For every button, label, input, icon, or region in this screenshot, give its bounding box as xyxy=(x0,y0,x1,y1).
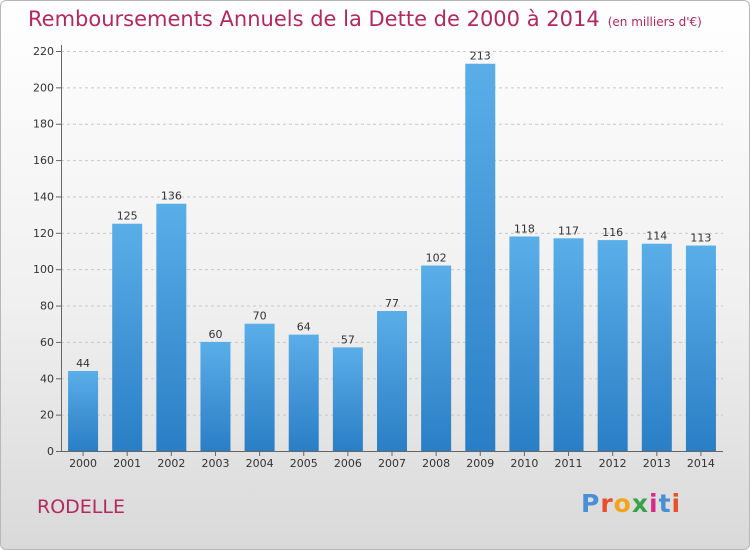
x-tick-label: 2007 xyxy=(378,457,406,470)
data-label: 116 xyxy=(602,226,623,239)
bars xyxy=(68,63,716,452)
bar xyxy=(68,371,99,451)
bar xyxy=(156,203,187,451)
logo-letter: x xyxy=(631,489,649,518)
data-label: 77 xyxy=(385,297,399,310)
y-tick-label: 180 xyxy=(33,118,54,131)
data-label: 118 xyxy=(514,222,535,235)
bar xyxy=(421,265,452,451)
logo-letter: i xyxy=(649,489,659,518)
axes: 0 20 40 60 80 100 120 140 160 180 200 220 2000 2001 20… xyxy=(33,45,723,470)
chart-title: Remboursements Annuels de la Dette de 20… xyxy=(28,7,702,31)
bar xyxy=(465,63,496,452)
chart-subtitle: (en milliers d'€) xyxy=(607,15,702,29)
bar xyxy=(332,347,363,451)
y-tick-label: 220 xyxy=(33,45,54,58)
data-label: 60 xyxy=(208,328,222,341)
x-tick-label: 2009 xyxy=(466,457,494,470)
x-tick-label: 2006 xyxy=(334,457,362,470)
y-tick-label: 40 xyxy=(40,372,54,385)
y-tick-label: 140 xyxy=(33,190,54,203)
x-tick-label: 2005 xyxy=(290,457,318,470)
data-label: 102 xyxy=(426,252,447,265)
proxiti-logo[interactable]: Proxiti xyxy=(581,489,681,518)
x-tick-label: 2001 xyxy=(113,457,141,470)
x-tick-label: 2002 xyxy=(157,457,185,470)
chart-title-text: Remboursements Annuels de la Dette de 20… xyxy=(28,7,600,31)
x-tick-label: 2003 xyxy=(201,457,229,470)
bar xyxy=(597,240,628,451)
y-tick-label: 200 xyxy=(33,81,54,94)
data-label: 125 xyxy=(117,210,138,223)
y-tick-label: 100 xyxy=(33,263,54,276)
logo-letter: o xyxy=(613,489,632,518)
data-label: 114 xyxy=(646,230,667,243)
y-tick-label: 20 xyxy=(40,409,54,422)
data-label: 117 xyxy=(558,224,579,237)
bar xyxy=(376,311,408,451)
bar xyxy=(553,238,584,451)
y-tick-label: 120 xyxy=(33,227,54,240)
data-label: 136 xyxy=(161,190,182,203)
bar xyxy=(112,223,143,451)
y-tick-label: 80 xyxy=(40,300,54,313)
data-label: 113 xyxy=(690,232,711,245)
bar xyxy=(685,245,716,451)
bar xyxy=(244,323,275,451)
y-tick-label: 0 xyxy=(47,445,54,458)
x-tick-label: 2013 xyxy=(643,457,671,470)
data-label: 70 xyxy=(253,310,267,323)
x-tick-label: 2000 xyxy=(69,457,97,470)
x-tick-label: 2008 xyxy=(422,457,450,470)
logo-letter: i xyxy=(671,489,682,518)
bar xyxy=(509,236,540,451)
bar xyxy=(200,341,231,451)
logo-letter: P xyxy=(581,489,601,518)
x-tick-label: 2014 xyxy=(687,457,715,470)
data-label: 213 xyxy=(470,50,491,63)
logo-letter: r xyxy=(600,489,614,518)
data-label: 64 xyxy=(297,321,311,334)
y-tick-label: 160 xyxy=(33,154,54,167)
bar xyxy=(641,243,672,451)
data-label: 44 xyxy=(76,357,90,370)
x-tick-label: 2010 xyxy=(510,457,538,470)
bar xyxy=(288,334,319,451)
data-label: 57 xyxy=(341,333,355,346)
x-tick-label: 2011 xyxy=(555,457,583,470)
logo-letter: t xyxy=(658,489,672,518)
x-tick-label: 2012 xyxy=(599,457,627,470)
x-tick-label: 2004 xyxy=(246,457,274,470)
y-tick-label: 60 xyxy=(40,336,54,349)
labels: 44 125 136 60 70 64 57 77 102 213 118 117 116 114 113 xyxy=(76,50,711,370)
commune-name: RODELLE xyxy=(37,496,125,518)
